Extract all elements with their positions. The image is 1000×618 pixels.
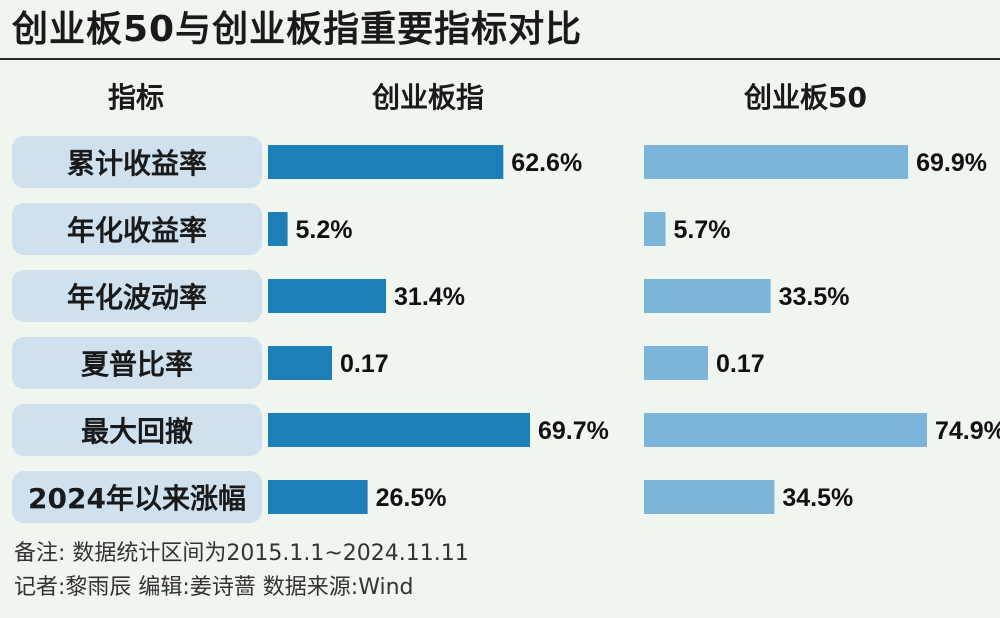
chart-title: 创业板50与创业板指重要指标对比 <box>12 9 583 50</box>
col1-bar <box>268 346 332 380</box>
col1-bar <box>268 413 530 447</box>
col1-bar <box>268 279 387 313</box>
header-col2: 创业板50 <box>744 81 867 114</box>
col1-value-label: 5.2% <box>296 216 353 244</box>
header-col1: 创业板指 <box>372 81 485 114</box>
category-label: 累计收益率 <box>12 136 262 188</box>
col2-bar <box>644 480 775 514</box>
col2-value-label: 34.5% <box>782 484 853 512</box>
col2-bar <box>644 413 927 447</box>
col2-value-label: 0.17 <box>716 350 765 378</box>
col1-value-label: 26.5% <box>376 484 447 512</box>
col1-bar <box>268 212 288 246</box>
category-label: 年化收益率 <box>12 203 262 255</box>
col1-value-label: 62.6% <box>511 149 582 177</box>
col2-bar <box>644 346 708 380</box>
col1-value-label: 69.7% <box>538 417 609 445</box>
col2-bar <box>644 212 666 246</box>
category-label: 夏普比率 <box>12 337 262 389</box>
title-divider <box>0 58 1000 60</box>
col1-value-label: 31.4% <box>394 283 465 311</box>
col1-value-label: 0.17 <box>340 350 389 378</box>
category-label: 最大回撤 <box>12 404 262 456</box>
col2-value-label: 33.5% <box>779 283 850 311</box>
category-label: 年化波动率 <box>12 270 262 322</box>
col2-value-label: 69.9% <box>916 149 987 177</box>
col2-bar <box>644 279 771 313</box>
col2-bar <box>644 145 909 179</box>
col1-bar <box>268 145 504 179</box>
col2-value-label: 74.9% <box>935 417 1000 445</box>
note-line-2: 记者:黎雨辰 编辑:姜诗蔷 数据来源:Wind <box>14 575 414 600</box>
category-label: 2024年以来涨幅 <box>12 471 262 523</box>
col1-bar <box>268 480 368 514</box>
col2-value-label: 5.7% <box>674 216 731 244</box>
note-line-1: 备注: 数据统计区间为2015.1.1~2024.11.11 <box>14 541 469 566</box>
header-indicator: 指标 <box>108 81 165 114</box>
